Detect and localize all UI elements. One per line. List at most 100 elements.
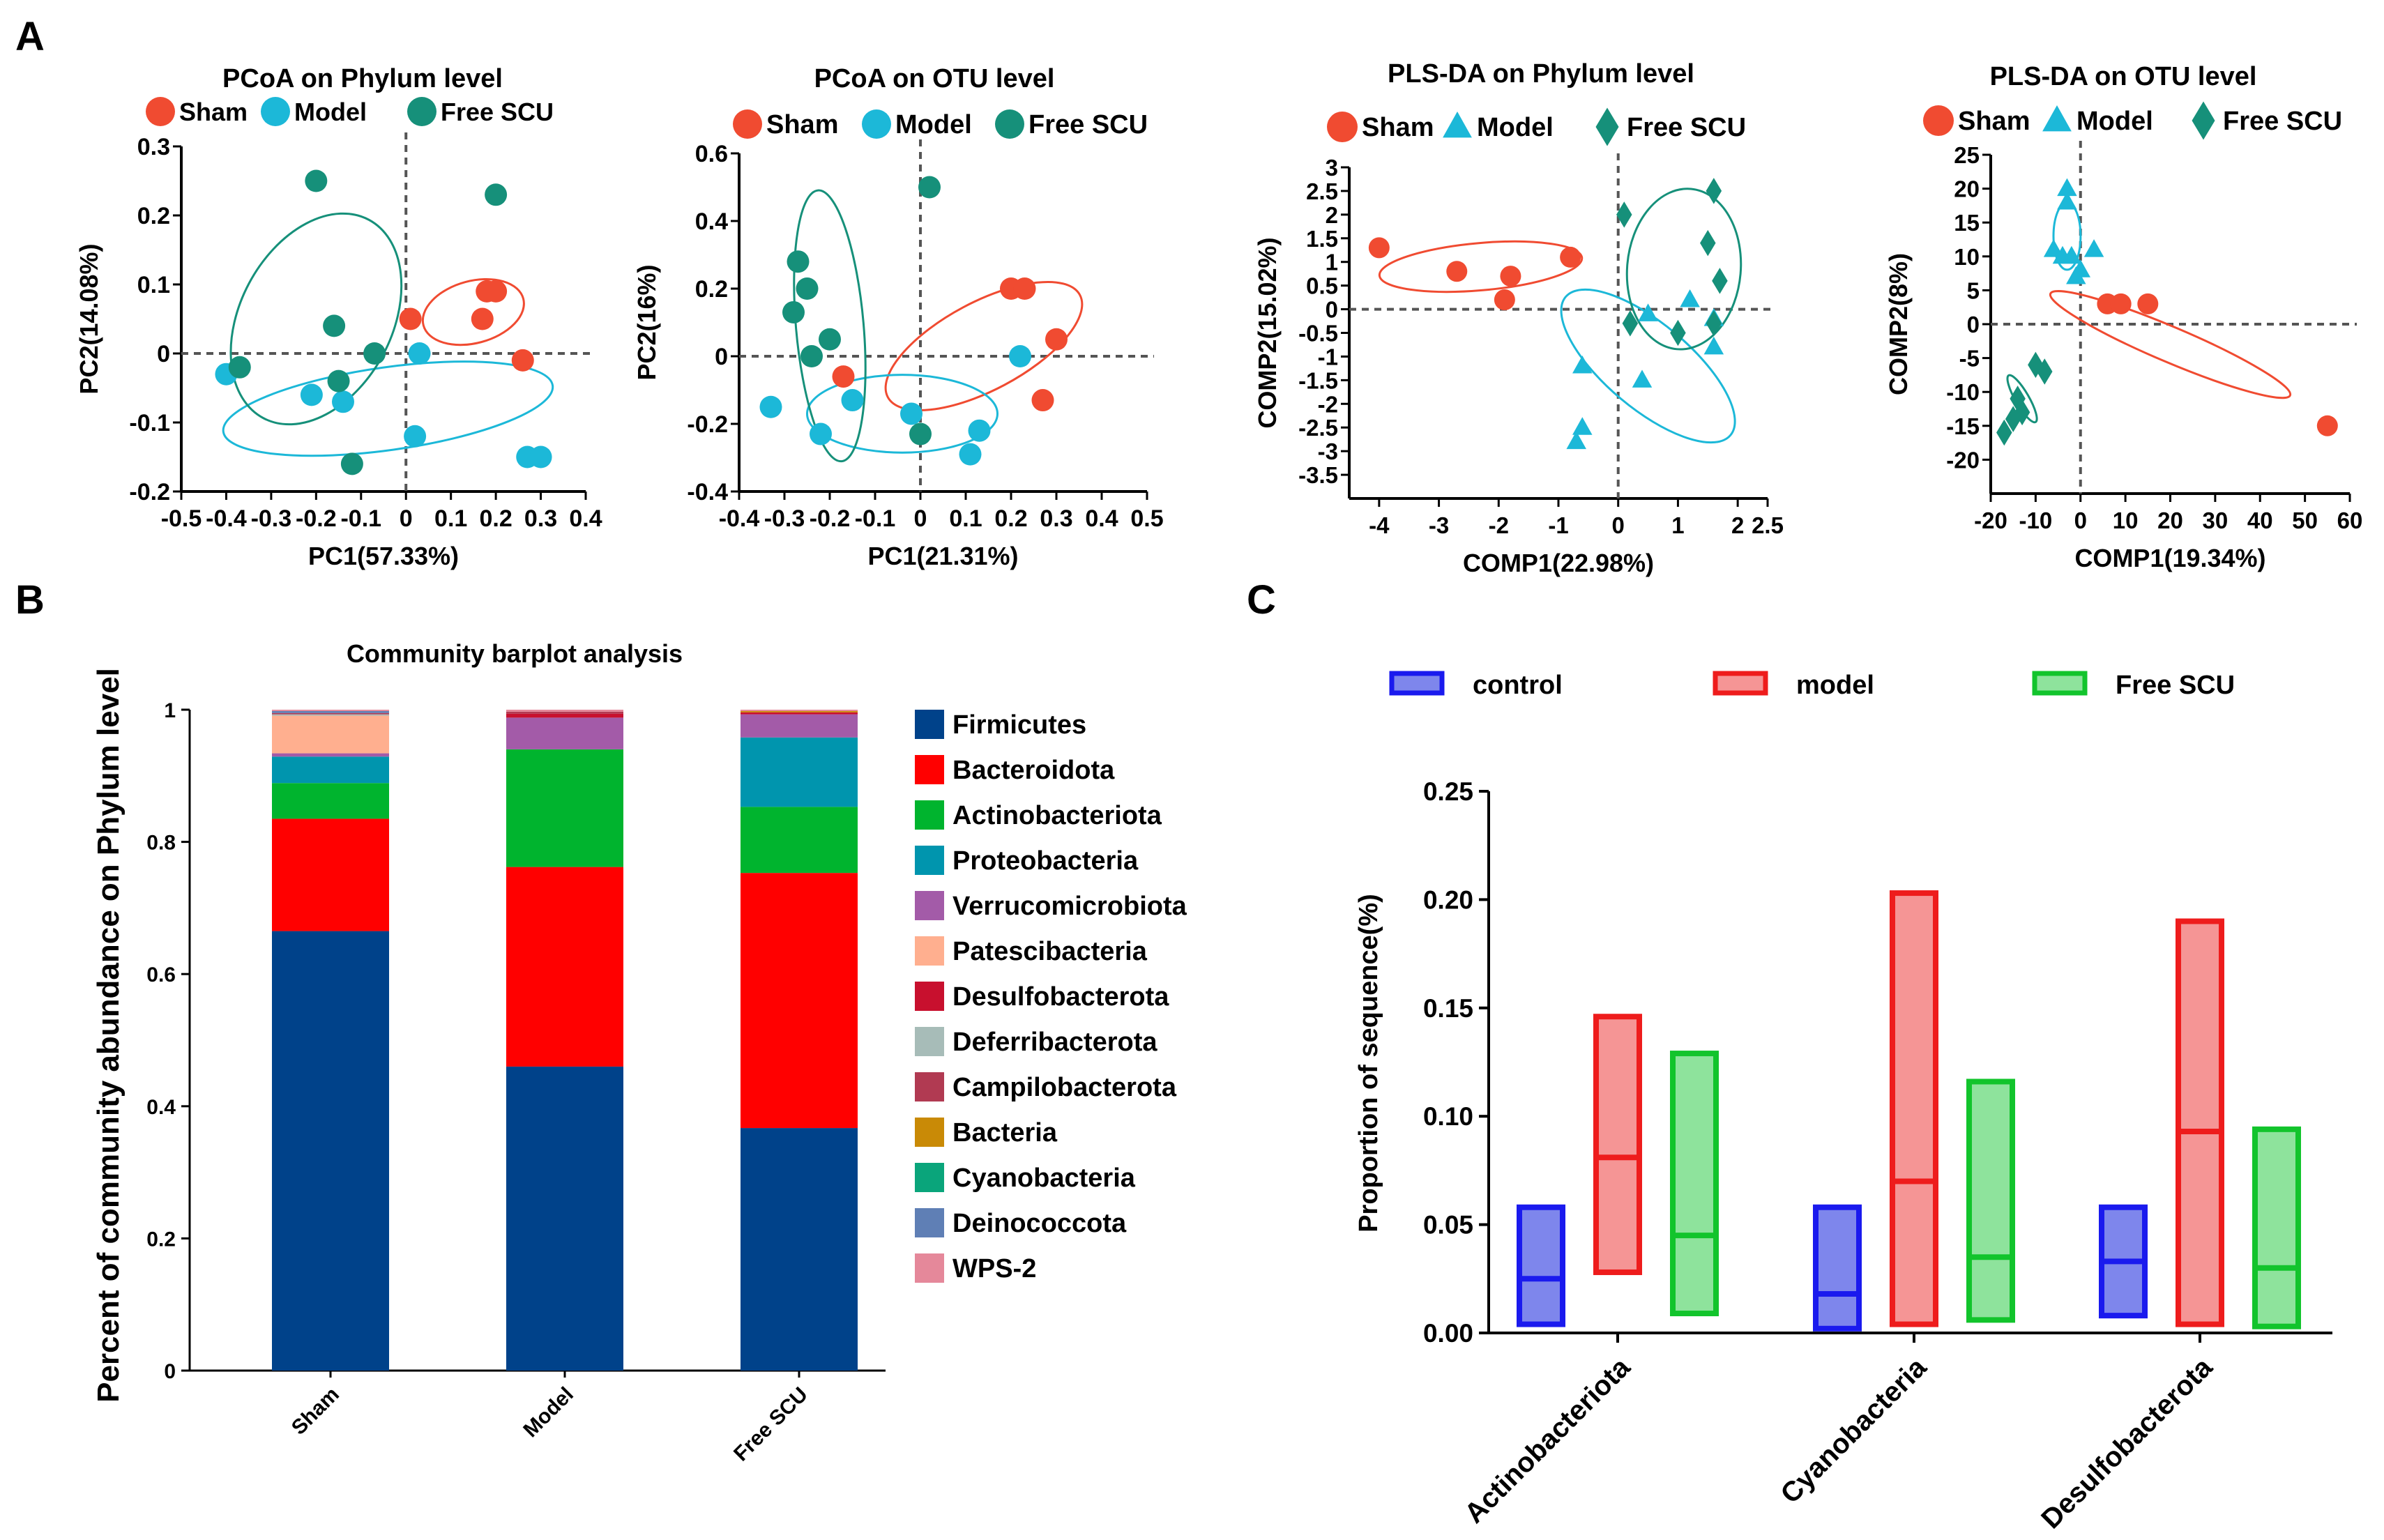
legend-label: Model [2076, 107, 2153, 136]
chart-community-barplot: Community barplot analysis 0 0.2 0.4 0.6 0.8 1… [91, 639, 1187, 1465]
data-point-free-scu [1616, 201, 1632, 228]
data-point-model [404, 425, 427, 448]
x-tick-label: 40 [2247, 508, 2273, 533]
bar-segment-campilobacterota [506, 711, 623, 714]
legend-label: Bacteroidota [952, 756, 1115, 785]
x-tick-label: Desulfobacterota [2035, 1352, 2219, 1535]
y-tick-label: 0.20 [1423, 885, 1473, 914]
legend-swatch [915, 1118, 944, 1147]
x-tick-label: Free SCU [729, 1383, 812, 1466]
legend-marker-free-scu [1595, 107, 1619, 146]
legend-label: Actinobacteriota [952, 801, 1162, 830]
y-tick-label: -3.5 [1298, 462, 1338, 488]
y-tick-label: 0 [157, 341, 170, 367]
legend-marker-model [2042, 105, 2072, 132]
data-point-sham [2110, 293, 2132, 314]
data-point-free-scu [1712, 268, 1728, 294]
legend-swatch [915, 1253, 944, 1283]
data-point-sham [1446, 261, 1468, 282]
data-point-sham [1013, 277, 1036, 300]
data-point-free-scu [228, 356, 251, 379]
bar-segment-firmicutes [272, 931, 389, 1371]
y-tick-label: 0.05 [1423, 1211, 1473, 1240]
legend-label: Model [895, 110, 972, 139]
data-point-model [2052, 245, 2073, 264]
bar-segment-campilobacterota [272, 712, 389, 715]
x-tick-label: -10 [2019, 508, 2053, 533]
floating-bar-model [1890, 890, 1938, 1327]
x-tick-label: 0.1 [434, 505, 467, 532]
data-point-model [1009, 345, 1031, 367]
legend-label: Desulfobacterota [952, 982, 1169, 1012]
floating-bar-free-scu [1670, 1051, 1719, 1317]
floating-bar-control [1813, 1204, 1862, 1332]
y-tick-label: 1 [164, 699, 176, 722]
legend-label: Proteobacteria [952, 846, 1139, 876]
data-point-model [529, 445, 552, 468]
floating-bar-control [1517, 1204, 1565, 1327]
legend-label: Sham [766, 110, 838, 139]
y-tick-label: 0.3 [137, 134, 170, 160]
x-tick-label: 0 [400, 505, 413, 532]
bar-segment-actinobacteriota [506, 749, 623, 867]
x-tick-label: 1 [1671, 512, 1684, 538]
panel-label-c: C [1247, 577, 1276, 623]
bar-segment-patescibacteria [272, 715, 389, 754]
y-tick-label: 0.2 [137, 203, 170, 229]
y-tick-label: 0 [715, 344, 728, 370]
data-point-sham [1560, 246, 1581, 268]
panel-label-b: B [15, 577, 45, 623]
x-tick-label: -0.4 [206, 505, 247, 532]
bar-segment-wps-2 [506, 710, 623, 712]
y-tick-label: 0 [1326, 297, 1338, 323]
legend-label: Sham [1958, 107, 2030, 136]
y-tick-label: -2.5 [1298, 415, 1338, 441]
legend-label: Deferribacterota [952, 1028, 1157, 1057]
y-tick-label: -1.5 [1298, 367, 1338, 393]
data-point-free-scu [363, 342, 386, 365]
bar-segment-wps-2 [741, 710, 858, 711]
x-tick-label: 0 [1612, 512, 1625, 538]
bar-segment-bacteroidota [506, 867, 623, 1067]
confidence-ellipse-sham [421, 277, 525, 346]
floating-bar-model [1593, 1014, 1642, 1275]
legend-swatch [915, 710, 944, 739]
legend-swatch [915, 982, 944, 1011]
x-tick-label: 10 [2113, 508, 2139, 533]
x-tick-label: -0.1 [340, 505, 381, 532]
y-tick-label: 0.6 [146, 963, 176, 986]
bar-segment-verrucomicrobiota [272, 753, 389, 757]
data-point-sham [471, 307, 494, 330]
charts-layer: PCoA on Phylum level Sham Model Free SCU -0.… [75, 59, 2362, 1534]
x-tick-label: -0.4 [719, 505, 760, 532]
y-tick-label: -10 [1946, 379, 1980, 405]
bar-segment-actinobacteriota [272, 783, 389, 819]
floating-bar-free-scu [1966, 1078, 2015, 1323]
legend-swatch [915, 755, 944, 784]
chart-title: PLS-DA on Phylum level [1388, 59, 1694, 89]
x-axis-label: COMP1(19.34%) [2074, 544, 2265, 572]
chart-proportion-floating-bars: control model Free SCU 0.00 0.05 0.10 0.15 0.20… [1354, 671, 2332, 1534]
y-tick-label: -1 [1318, 344, 1338, 369]
x-tick-label: Cyanobacteria [1775, 1352, 1933, 1510]
data-point-model [1703, 336, 1724, 355]
data-point-free-scu [1622, 310, 1639, 337]
x-tick-label: 0.3 [524, 505, 557, 532]
y-tick-label: 10 [1954, 244, 1980, 270]
legend-label: Verrucomicrobiota [952, 892, 1187, 921]
data-point-model [959, 443, 982, 466]
bar-segment-actinobacteriota [741, 807, 858, 874]
y-tick-label: 1.5 [1306, 226, 1338, 252]
legend-marker-model [261, 97, 290, 126]
floating-bar-free-scu [2252, 1126, 2301, 1329]
data-point-free-scu [1670, 319, 1686, 346]
bar-segment-proteobacteria [741, 737, 858, 807]
chart-title: PCoA on Phylum level [222, 64, 503, 93]
y-tick-label: 0.4 [695, 208, 728, 235]
y-tick-label: -3 [1318, 439, 1338, 464]
y-tick-label: 0.4 [146, 1096, 176, 1119]
x-axis-label: PC1(57.33%) [308, 542, 459, 570]
data-point-free-scu [1706, 178, 1722, 204]
data-point-free-scu [782, 300, 805, 323]
